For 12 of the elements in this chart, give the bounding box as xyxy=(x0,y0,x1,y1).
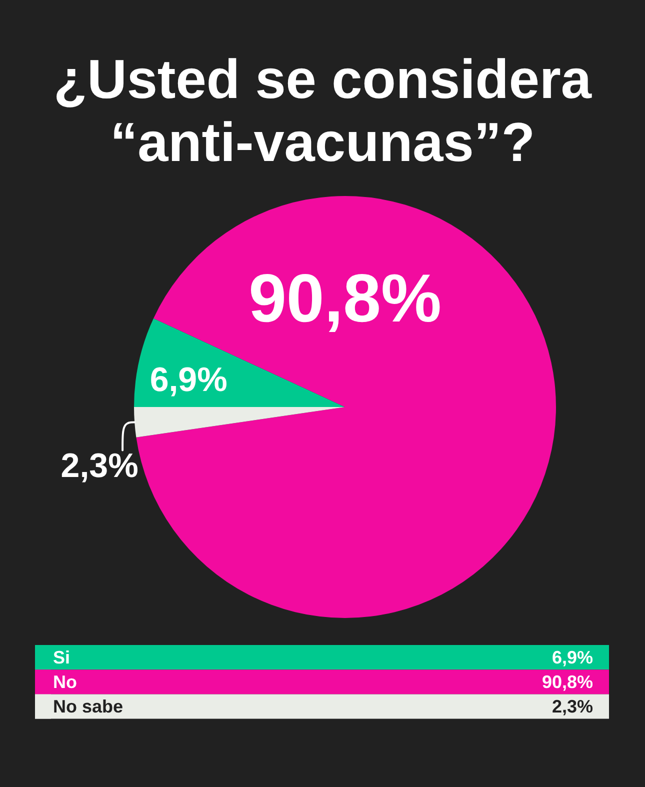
legend-label: No sabe xyxy=(53,696,124,716)
text: 2,3% xyxy=(552,696,593,716)
pie-slice xyxy=(136,196,556,618)
data-label: 90,8% xyxy=(248,260,442,336)
text: 90,8% xyxy=(542,672,593,692)
legend-label: No xyxy=(53,672,77,692)
legend-label: Si xyxy=(53,647,70,668)
data-label: 6,9% xyxy=(150,360,228,399)
pie-slice xyxy=(134,407,345,438)
chart-title: ¿Usted se considera “anti-vacunas”? xyxy=(54,48,592,173)
data-label: 2,3% xyxy=(60,447,138,486)
text: 6,9% xyxy=(552,647,593,668)
